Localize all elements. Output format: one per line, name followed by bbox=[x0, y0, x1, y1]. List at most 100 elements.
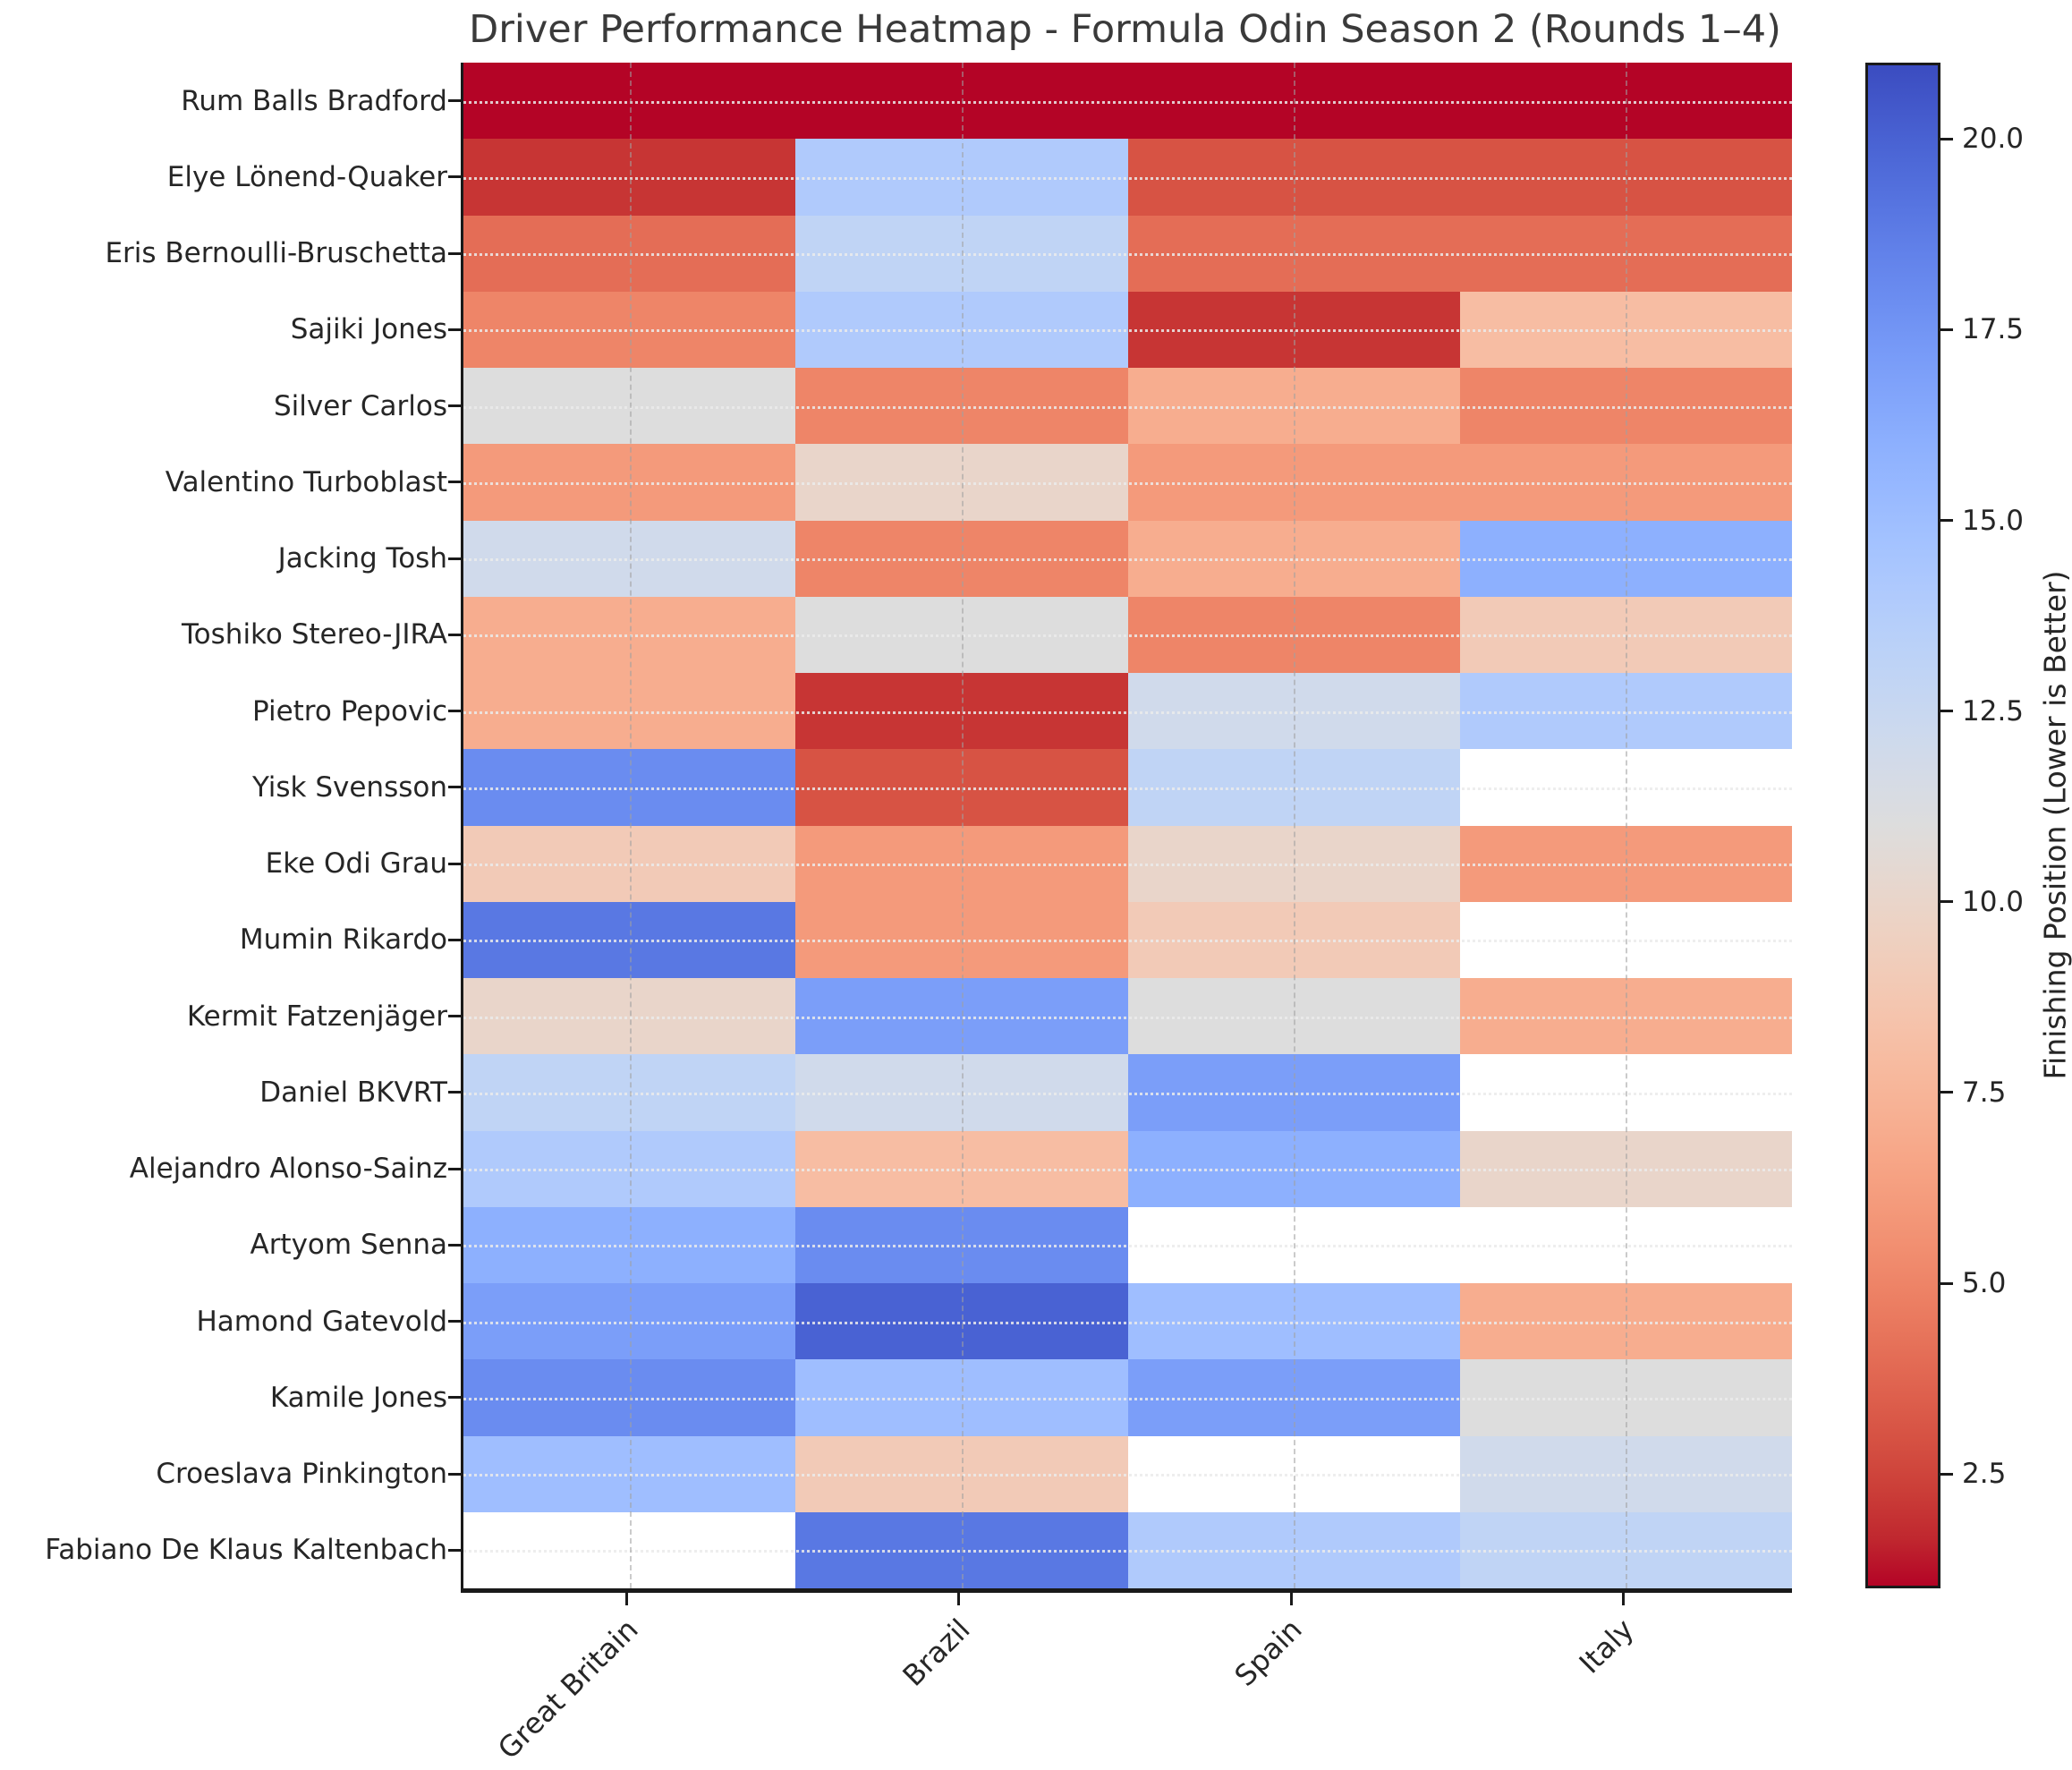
x-axis-tick bbox=[625, 1593, 629, 1605]
heatmap-cell bbox=[463, 1283, 796, 1360]
y-axis-tick bbox=[448, 481, 461, 484]
y-axis-driver-label: Elye Lönend-Quaker bbox=[166, 160, 447, 193]
y-axis-driver-label: Hamond Gatevold bbox=[196, 1305, 448, 1338]
y-axis-driver-label: Daniel BKVRT bbox=[259, 1076, 447, 1109]
y-axis-tick bbox=[448, 99, 461, 103]
y-axis-driver-label: Alejandro Alonso-Sainz bbox=[129, 1153, 447, 1186]
colorbar-tick-label: 20.0 bbox=[1962, 123, 2025, 156]
heatmap-cell bbox=[463, 749, 796, 826]
heatmap-cell bbox=[463, 444, 796, 521]
colorbar-tick bbox=[1940, 1281, 1953, 1285]
heatmap-cell bbox=[795, 1511, 1128, 1588]
heatmap-cell bbox=[463, 1206, 796, 1283]
colorbar-tick bbox=[1940, 900, 1953, 904]
heatmap-cell bbox=[463, 673, 796, 750]
y-axis-tick bbox=[448, 1320, 461, 1323]
heatmap-cell bbox=[1127, 291, 1460, 368]
heatmap-cell bbox=[795, 1283, 1128, 1360]
colorbar-tick-label: 17.5 bbox=[1962, 313, 2025, 346]
heatmap-cell bbox=[463, 1130, 796, 1207]
x-axis-race-label: Great Britain bbox=[490, 1612, 645, 1766]
y-axis-tick bbox=[448, 633, 461, 636]
heatmap-cell bbox=[1127, 825, 1460, 902]
heatmap-cell bbox=[1127, 520, 1460, 597]
heatmap-cell bbox=[463, 901, 796, 978]
y-axis-tick bbox=[448, 1167, 461, 1170]
heatmap-cell bbox=[1127, 1206, 1460, 1283]
heatmap-cell bbox=[463, 1435, 796, 1512]
y-axis-tick bbox=[448, 1472, 461, 1476]
heatmap-cell bbox=[795, 1054, 1128, 1131]
heatmap-cell bbox=[795, 1206, 1128, 1283]
y-axis-tick bbox=[448, 1548, 461, 1552]
heatmap-cell bbox=[1127, 1054, 1460, 1131]
heatmap-cell bbox=[1127, 444, 1460, 521]
y-axis-driver-label: Yisk Svensson bbox=[251, 770, 447, 804]
y-axis-tick bbox=[448, 1015, 461, 1018]
x-axis-tick bbox=[1621, 1593, 1625, 1605]
heatmap-cell bbox=[1459, 291, 1792, 368]
colorbar-tick bbox=[1940, 1472, 1953, 1476]
y-axis-tick bbox=[448, 1243, 461, 1247]
y-axis-driver-label: Eke Odi Grau bbox=[265, 847, 447, 881]
heatmap-cell bbox=[795, 901, 1128, 978]
colorbar-tick-label: 15.0 bbox=[1962, 504, 2025, 537]
heatmap-cell bbox=[1459, 1511, 1792, 1588]
heatmap-cell bbox=[1127, 749, 1460, 826]
heatmap-cell bbox=[1459, 825, 1792, 902]
y-axis-driver-label: Kermit Fatzenjäger bbox=[186, 1000, 447, 1033]
x-axis-race-label: Spain bbox=[1227, 1612, 1309, 1693]
y-axis-driver-label: Pietro Pepovic bbox=[251, 694, 447, 728]
heatmap-cell bbox=[463, 1054, 796, 1131]
colorbar-tick bbox=[1940, 519, 1953, 522]
x-axis-tick bbox=[957, 1593, 961, 1605]
heatmap-cell bbox=[795, 978, 1128, 1055]
y-axis-driver-label: Fabiano De Klaus Kaltenbach bbox=[45, 1534, 447, 1567]
heatmap-cell bbox=[463, 825, 796, 902]
y-axis-tick bbox=[448, 862, 461, 865]
heatmap-cell bbox=[1127, 1359, 1460, 1436]
heatmap-cell bbox=[1127, 901, 1460, 978]
y-axis-tick bbox=[448, 1396, 461, 1400]
colorbar-tick-label: 12.5 bbox=[1962, 694, 2025, 728]
heatmap-cell bbox=[463, 368, 796, 445]
heatmap-cell bbox=[1127, 1511, 1460, 1588]
heatmap-cell bbox=[1127, 63, 1460, 140]
heatmap-cell bbox=[463, 978, 796, 1055]
heatmap-cell bbox=[1459, 139, 1792, 216]
y-axis-driver-label: Toshiko Stereo-JIRA bbox=[182, 618, 447, 651]
heatmap-cell bbox=[1459, 520, 1792, 597]
heatmap-cell bbox=[463, 215, 796, 292]
x-axis-race-label: Italy bbox=[1572, 1612, 1641, 1681]
heatmap-cell bbox=[1127, 1283, 1460, 1360]
heatmap-cell bbox=[795, 368, 1128, 445]
heatmap-cell bbox=[795, 1359, 1128, 1436]
colorbar-axis-label: Finishing Position (Lower is Better) bbox=[2037, 570, 2072, 1080]
heatmap-cell bbox=[463, 520, 796, 597]
heatmap-cell bbox=[795, 520, 1128, 597]
chart-title: Driver Performance Heatmap - Formula Odi… bbox=[469, 7, 1781, 52]
heatmap-cell bbox=[1127, 978, 1460, 1055]
heatmap-cell bbox=[463, 596, 796, 673]
heatmap-cell bbox=[1459, 673, 1792, 750]
y-axis-tick bbox=[448, 175, 461, 179]
y-axis-driver-label: Croeslava Pinkington bbox=[156, 1458, 447, 1491]
y-axis-driver-label: Valentino Turboblast bbox=[165, 465, 447, 498]
heatmap-cell bbox=[463, 291, 796, 368]
heatmap-cell bbox=[795, 139, 1128, 216]
heatmap-cell bbox=[795, 1435, 1128, 1512]
x-axis-race-label: Brazil bbox=[896, 1612, 977, 1693]
heatmap-cell bbox=[1127, 673, 1460, 750]
y-axis-driver-label: Kamile Jones bbox=[269, 1381, 447, 1414]
y-axis-driver-label: Jacking Tosh bbox=[277, 542, 447, 575]
heatmap-cell bbox=[1459, 1130, 1792, 1207]
colorbar-tick bbox=[1940, 328, 1953, 331]
heatmap-cell bbox=[1127, 596, 1460, 673]
heatmap-cell bbox=[1459, 1054, 1792, 1131]
heatmap-cell bbox=[1459, 1359, 1792, 1436]
heatmap-cell bbox=[1127, 215, 1460, 292]
y-axis-driver-label: Rum Balls Bradford bbox=[181, 84, 447, 117]
colorbar-tick bbox=[1940, 710, 1953, 713]
heatmap-cell bbox=[1127, 139, 1460, 216]
